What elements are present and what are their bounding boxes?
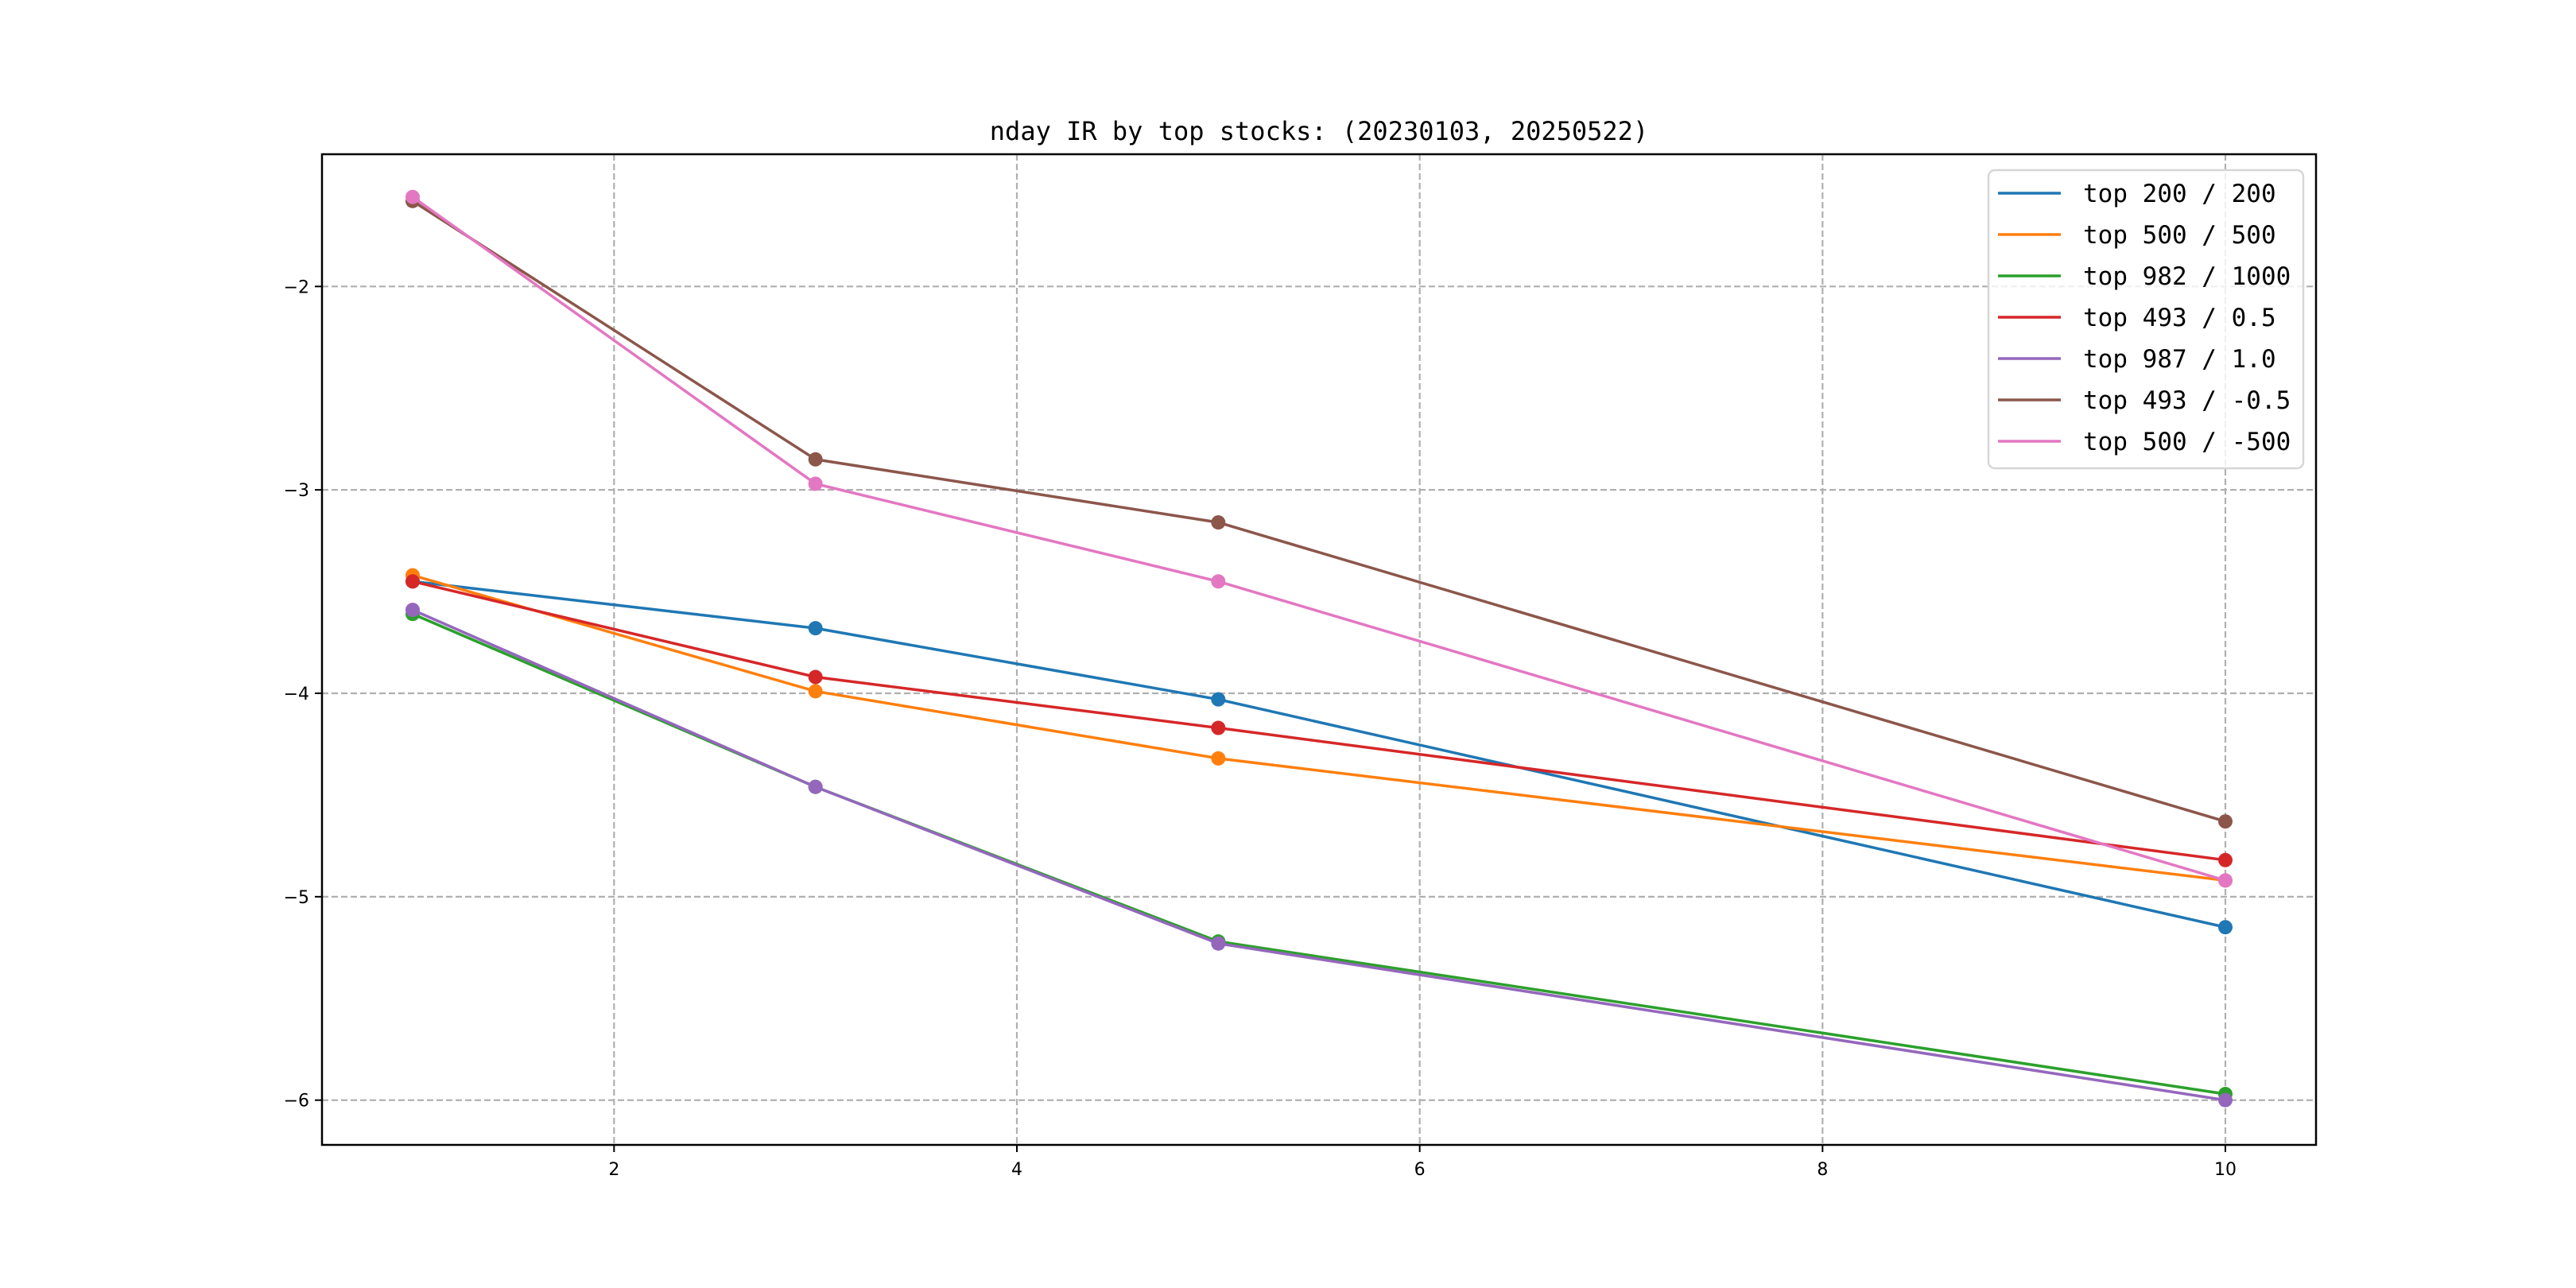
y-tick-label: −4 <box>284 685 309 704</box>
data-point <box>405 189 420 204</box>
series-line <box>412 200 2226 823</box>
data-point <box>808 476 823 491</box>
legend-label: top 500 / -500 <box>2083 428 2291 456</box>
x-tick-label: 8 <box>1817 1160 1828 1180</box>
series-line <box>412 612 2226 1096</box>
y-tick-label: −6 <box>284 1092 309 1111</box>
legend-box <box>1987 169 2305 470</box>
data-point <box>1211 720 1226 735</box>
series-3 <box>405 574 2233 867</box>
data-point <box>1211 515 1226 530</box>
data-point <box>808 684 823 699</box>
axis-ticks: 2 4 6 8 10 −2 −3 −4 −5 −6 <box>284 277 2237 1180</box>
data-point <box>405 603 420 618</box>
data-point <box>2218 852 2233 867</box>
series-5 <box>405 193 2233 829</box>
x-tick-label: 6 <box>1414 1160 1426 1180</box>
data-point <box>2218 920 2233 935</box>
data-point <box>808 669 823 685</box>
series-line <box>412 573 2226 883</box>
legend-label: top 987 / 1.0 <box>2083 345 2276 374</box>
legend-label: top 493 / 0.5 <box>2083 304 2276 332</box>
y-tick-label: −5 <box>284 888 309 908</box>
chart-title: nday IR by top stocks: (20230103, 202505… <box>990 116 1648 146</box>
data-point <box>2218 1092 2233 1108</box>
y-tick-label: −3 <box>284 481 309 501</box>
series-4 <box>405 603 2233 1108</box>
plot-frame <box>320 153 2318 1146</box>
series-line <box>412 580 2226 929</box>
data-point <box>2218 814 2233 829</box>
legend-label: top 500 / 500 <box>2083 221 2276 250</box>
data-point <box>1211 692 1226 707</box>
data-point <box>1211 751 1226 766</box>
series-line <box>412 580 2226 862</box>
data-point <box>808 779 823 794</box>
y-tick-label: −2 <box>284 277 309 297</box>
series-lines <box>405 189 2233 1108</box>
x-tick-label: 4 <box>1011 1160 1022 1180</box>
data-point <box>405 574 420 589</box>
series-0 <box>405 574 2233 935</box>
series-line <box>412 608 2226 1102</box>
data-point <box>808 621 823 636</box>
series-line <box>411 196 2226 883</box>
legend-label: top 200 / 200 <box>2083 180 2276 208</box>
data-point <box>2218 873 2233 888</box>
grid <box>322 154 2316 1145</box>
series-2 <box>405 607 2233 1102</box>
legend-label: top 493 / -0.5 <box>2083 386 2291 415</box>
series-6 <box>405 189 2233 888</box>
data-point <box>1211 936 1226 951</box>
x-tick-label: 2 <box>608 1160 619 1180</box>
data-point <box>1211 574 1226 589</box>
x-tick-label: 10 <box>2214 1160 2237 1180</box>
legend: top 200 / 200 top 500 / 500 top 982 / 1000… <box>1987 169 2305 470</box>
legend-label: top 982 / 1000 <box>2083 262 2291 291</box>
data-point <box>808 452 823 467</box>
